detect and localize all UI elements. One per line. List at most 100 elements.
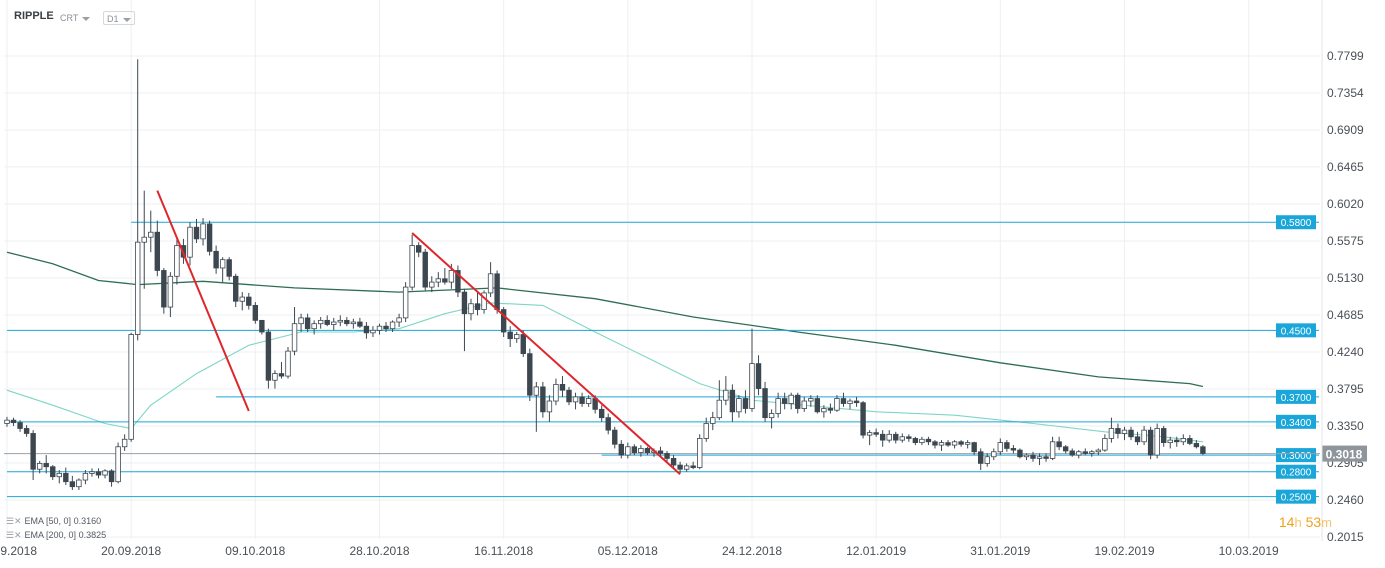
indicator-label: EMA [50, 0] [24,516,72,526]
candle [233,273,239,308]
candle-body [213,250,219,269]
candle [30,430,36,481]
candle-body [1128,429,1134,438]
candle-body [500,309,507,333]
candle [736,395,742,418]
candle [487,262,494,298]
candle [265,328,272,389]
candle-body [487,273,494,294]
candle [762,381,768,422]
candle-body [644,448,651,453]
y-tick-label: 0.6909 [1327,123,1364,137]
candle-body [1193,443,1200,448]
settings-icon[interactable]: ☰ [6,516,15,526]
candle [357,317,363,328]
candle-body [664,453,670,459]
candle-body [1010,448,1017,451]
candle [461,288,468,352]
candle-body [383,325,389,330]
candle [272,370,278,389]
candle [1115,423,1121,439]
candle [422,248,428,291]
candle [801,396,807,412]
x-tick-label: 12.01.2019 [846,544,906,558]
candle [468,298,474,321]
candle [1004,440,1010,452]
candle-body [1121,429,1128,434]
candle-body [755,363,762,389]
ema200-line [6,251,1204,388]
indicator-ema200[interactable]: ☰✕ EMA [200, 0] 0.3825 [6,530,106,541]
candle [514,332,520,343]
candle-body [422,251,428,288]
indicator-ema50[interactable]: ☰✕ EMA [50, 0] 0.3160 [6,516,101,527]
candle [455,265,461,298]
candle [1102,434,1108,452]
candle-body [625,446,631,456]
candle [1089,450,1095,457]
candle [879,430,886,447]
candle-body [233,275,239,302]
candle [566,386,572,406]
candle-body [1069,450,1075,456]
candle [474,292,481,316]
candle-body [148,231,154,238]
candle [625,442,631,459]
candle [664,450,670,462]
indicator-value: 0.3825 [78,530,107,540]
candle [657,446,664,457]
candle [788,392,794,410]
candle [1082,448,1088,456]
candle [1154,423,1160,459]
candle [252,302,259,324]
candle [925,436,932,446]
candle-body [291,323,298,352]
symbol-name[interactable]: RIPPLE [14,10,54,22]
candle-body [710,417,716,424]
candle [527,348,533,402]
timer-hours: 14 [1278,514,1295,530]
candle-body [598,408,605,419]
candle-body [389,321,396,330]
candle-body [69,481,76,488]
candle [259,319,265,335]
candle [755,355,762,396]
candle [246,292,252,310]
candle [540,381,546,418]
candle [50,465,56,481]
last-price-label: 0.3018 [1326,448,1363,462]
candle [899,433,905,443]
level-tag [1276,414,1316,429]
candle-body [481,292,487,310]
chevron-down-icon [82,16,91,21]
x-tick-label: 19.02.2019 [1094,544,1154,558]
candle-body [23,428,30,434]
candle-body [95,471,102,476]
level-tag [1276,489,1316,504]
candle-body [801,400,807,409]
candle-body [997,442,1004,453]
x-tick-label: 28.10.2018 [349,544,409,558]
candle [1160,425,1167,447]
settings-icon[interactable]: ☰ [6,530,15,540]
candle-body [605,417,611,431]
candle [213,245,219,274]
candle-body [285,350,291,377]
candle [69,475,76,491]
chart-style-select[interactable]: CRT [60,11,96,25]
interval-select[interactable]: D1 [103,11,135,25]
close-icon[interactable]: ✕ [14,516,22,526]
candle-body [932,441,938,446]
level-tag-label: 0.2500 [1281,493,1312,504]
candle [291,307,298,356]
candle-body [971,442,977,453]
candle-body [376,325,383,331]
candle-body [527,353,533,396]
candle-body [1160,428,1167,444]
candle [141,190,147,289]
candle-body [448,270,455,283]
candle [128,332,134,442]
candle-body [860,402,866,436]
close-icon[interactable]: ✕ [14,530,22,540]
